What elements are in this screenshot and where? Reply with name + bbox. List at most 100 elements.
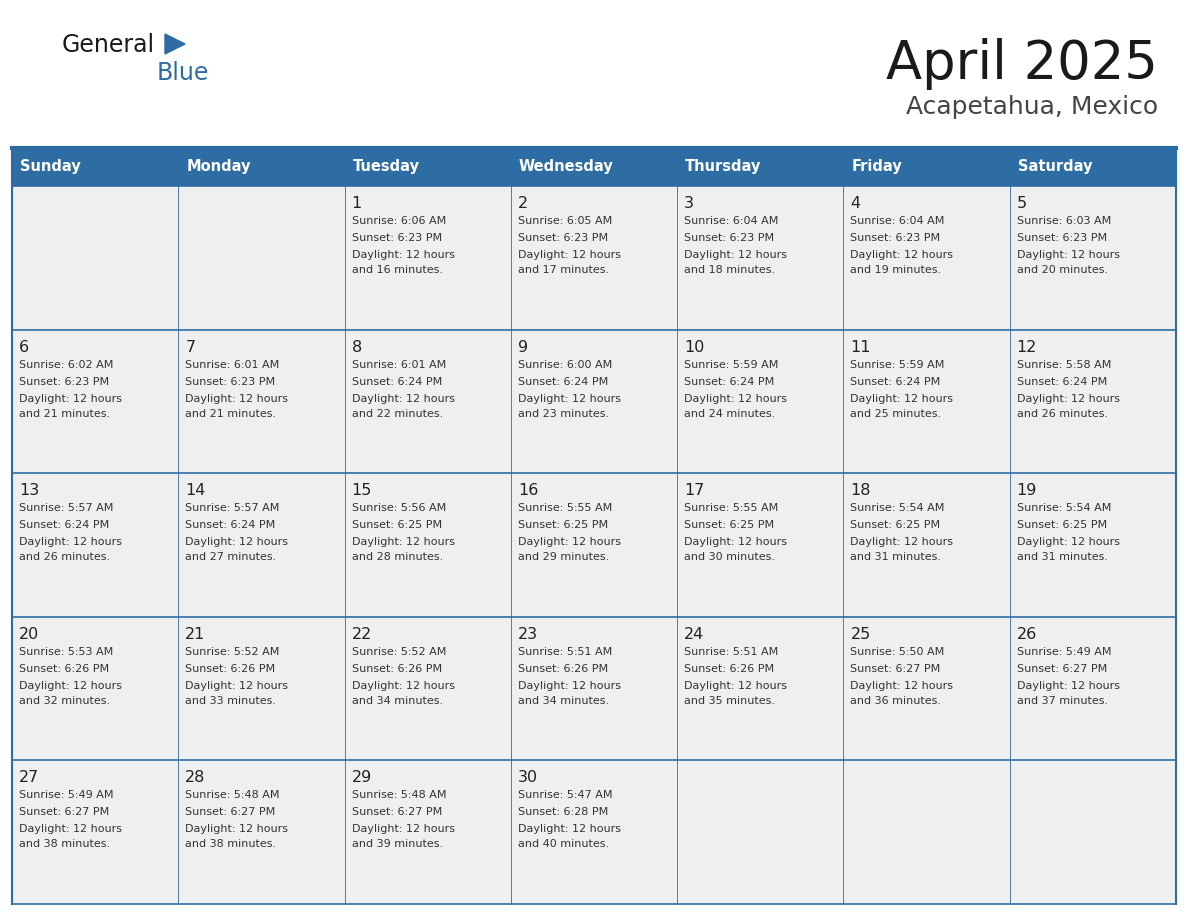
Text: Sunset: 6:27 PM: Sunset: 6:27 PM: [19, 808, 109, 817]
Bar: [843, 617, 1010, 760]
Text: Sunset: 6:28 PM: Sunset: 6:28 PM: [518, 808, 608, 817]
Text: Sunset: 6:26 PM: Sunset: 6:26 PM: [684, 664, 775, 674]
Bar: [178, 186, 345, 330]
Text: 18: 18: [851, 483, 871, 498]
Text: and 33 minutes.: and 33 minutes.: [185, 696, 277, 706]
Bar: [345, 760, 511, 904]
Text: Daylight: 12 hours: Daylight: 12 hours: [185, 537, 289, 547]
Text: and 18 minutes.: and 18 minutes.: [684, 265, 776, 275]
Text: Daylight: 12 hours: Daylight: 12 hours: [518, 250, 621, 260]
Text: Daylight: 12 hours: Daylight: 12 hours: [1017, 537, 1120, 547]
Text: Sunrise: 5:57 AM: Sunrise: 5:57 AM: [185, 503, 279, 513]
Text: Sunset: 6:23 PM: Sunset: 6:23 PM: [1017, 233, 1107, 243]
Text: Daylight: 12 hours: Daylight: 12 hours: [684, 250, 788, 260]
Bar: [511, 186, 677, 330]
Text: 14: 14: [185, 483, 206, 498]
Bar: [843, 473, 1010, 617]
Text: 29: 29: [352, 770, 372, 786]
Text: Sunset: 6:27 PM: Sunset: 6:27 PM: [1017, 664, 1107, 674]
Bar: [511, 148, 677, 186]
Text: Daylight: 12 hours: Daylight: 12 hours: [518, 681, 621, 691]
Bar: [178, 330, 345, 473]
Text: 28: 28: [185, 770, 206, 786]
Text: and 35 minutes.: and 35 minutes.: [684, 696, 775, 706]
Bar: [345, 148, 511, 186]
Bar: [345, 330, 511, 473]
Text: Sunrise: 5:48 AM: Sunrise: 5:48 AM: [185, 790, 280, 800]
Bar: [12, 617, 178, 760]
Bar: [511, 330, 677, 473]
Text: Sunrise: 6:00 AM: Sunrise: 6:00 AM: [518, 360, 612, 370]
Text: General: General: [62, 33, 156, 57]
Text: and 21 minutes.: and 21 minutes.: [185, 409, 277, 419]
Text: Sunrise: 5:51 AM: Sunrise: 5:51 AM: [518, 647, 612, 656]
Bar: [178, 760, 345, 904]
Text: Sunset: 6:24 PM: Sunset: 6:24 PM: [684, 376, 775, 386]
Text: 4: 4: [851, 196, 860, 211]
Text: Daylight: 12 hours: Daylight: 12 hours: [1017, 250, 1120, 260]
Text: 12: 12: [1017, 340, 1037, 354]
Text: Daylight: 12 hours: Daylight: 12 hours: [185, 394, 289, 404]
Text: 2: 2: [518, 196, 527, 211]
Bar: [178, 148, 345, 186]
Text: Sunset: 6:24 PM: Sunset: 6:24 PM: [1017, 376, 1107, 386]
Text: and 31 minutes.: and 31 minutes.: [851, 553, 941, 562]
Text: and 21 minutes.: and 21 minutes.: [19, 409, 110, 419]
Bar: [12, 148, 178, 186]
Bar: [345, 617, 511, 760]
Bar: [843, 186, 1010, 330]
Text: and 38 minutes.: and 38 minutes.: [185, 839, 277, 849]
Text: Daylight: 12 hours: Daylight: 12 hours: [684, 681, 788, 691]
Text: Daylight: 12 hours: Daylight: 12 hours: [352, 824, 455, 834]
Bar: [511, 617, 677, 760]
Text: Sunset: 6:27 PM: Sunset: 6:27 PM: [851, 664, 941, 674]
Text: Sunrise: 5:56 AM: Sunrise: 5:56 AM: [352, 503, 446, 513]
Text: Sunrise: 5:55 AM: Sunrise: 5:55 AM: [684, 503, 778, 513]
Text: Sunrise: 6:01 AM: Sunrise: 6:01 AM: [185, 360, 279, 370]
Text: Daylight: 12 hours: Daylight: 12 hours: [851, 394, 954, 404]
Text: Sunrise: 5:48 AM: Sunrise: 5:48 AM: [352, 790, 446, 800]
Text: Sunset: 6:23 PM: Sunset: 6:23 PM: [185, 376, 276, 386]
Text: Sunset: 6:25 PM: Sunset: 6:25 PM: [851, 521, 941, 531]
Text: 20: 20: [19, 627, 39, 642]
Text: Daylight: 12 hours: Daylight: 12 hours: [352, 537, 455, 547]
Text: and 23 minutes.: and 23 minutes.: [518, 409, 609, 419]
Text: 19: 19: [1017, 483, 1037, 498]
Text: Sunset: 6:27 PM: Sunset: 6:27 PM: [352, 808, 442, 817]
Text: and 22 minutes.: and 22 minutes.: [352, 409, 443, 419]
Bar: [677, 148, 843, 186]
Text: Sunrise: 5:50 AM: Sunrise: 5:50 AM: [851, 647, 944, 656]
Text: Daylight: 12 hours: Daylight: 12 hours: [185, 681, 289, 691]
Text: 1: 1: [352, 196, 362, 211]
Text: Sunrise: 5:47 AM: Sunrise: 5:47 AM: [518, 790, 612, 800]
Bar: [843, 330, 1010, 473]
Text: Daylight: 12 hours: Daylight: 12 hours: [851, 250, 954, 260]
Text: and 40 minutes.: and 40 minutes.: [518, 839, 609, 849]
Text: and 39 minutes.: and 39 minutes.: [352, 839, 443, 849]
Text: Monday: Monday: [187, 160, 251, 174]
Text: Sunset: 6:24 PM: Sunset: 6:24 PM: [352, 376, 442, 386]
Text: Daylight: 12 hours: Daylight: 12 hours: [851, 681, 954, 691]
Text: and 26 minutes.: and 26 minutes.: [1017, 409, 1108, 419]
Text: Sunset: 6:26 PM: Sunset: 6:26 PM: [518, 664, 608, 674]
Bar: [345, 473, 511, 617]
Text: Sunrise: 5:49 AM: Sunrise: 5:49 AM: [1017, 647, 1111, 656]
Text: Sunset: 6:25 PM: Sunset: 6:25 PM: [1017, 521, 1107, 531]
Text: Sunrise: 5:49 AM: Sunrise: 5:49 AM: [19, 790, 114, 800]
Bar: [1010, 186, 1176, 330]
Text: 25: 25: [851, 627, 871, 642]
Text: Daylight: 12 hours: Daylight: 12 hours: [684, 394, 788, 404]
Text: 15: 15: [352, 483, 372, 498]
Text: Daylight: 12 hours: Daylight: 12 hours: [518, 537, 621, 547]
Text: Sunset: 6:24 PM: Sunset: 6:24 PM: [518, 376, 608, 386]
Text: Daylight: 12 hours: Daylight: 12 hours: [352, 250, 455, 260]
Text: Sunset: 6:24 PM: Sunset: 6:24 PM: [19, 521, 109, 531]
Bar: [1010, 617, 1176, 760]
Text: Sunrise: 6:04 AM: Sunrise: 6:04 AM: [684, 216, 778, 226]
Text: Sunset: 6:25 PM: Sunset: 6:25 PM: [684, 521, 775, 531]
Text: and 29 minutes.: and 29 minutes.: [518, 553, 609, 562]
Text: Sunset: 6:26 PM: Sunset: 6:26 PM: [352, 664, 442, 674]
Text: Sunset: 6:26 PM: Sunset: 6:26 PM: [185, 664, 276, 674]
Text: and 30 minutes.: and 30 minutes.: [684, 553, 775, 562]
Text: and 19 minutes.: and 19 minutes.: [851, 265, 942, 275]
